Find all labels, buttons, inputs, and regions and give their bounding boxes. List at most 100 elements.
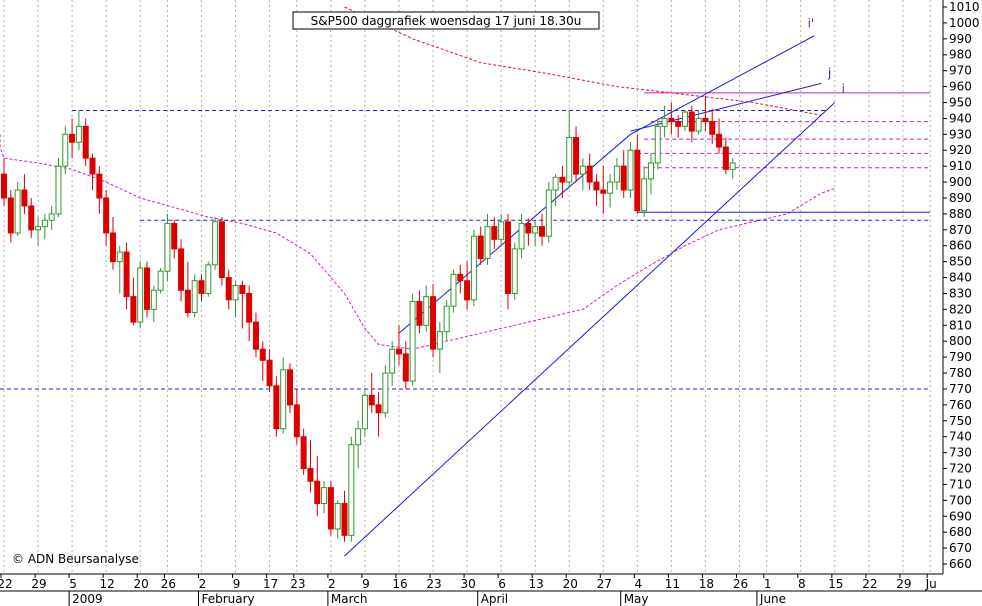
candle-body	[375, 404, 382, 414]
candle-body	[82, 125, 89, 159]
y-tick-label: 760	[949, 398, 972, 412]
candle-body	[661, 117, 668, 127]
candle-body	[552, 176, 559, 191]
candle-body	[218, 221, 225, 279]
candle-body	[75, 125, 82, 143]
y-tick-label: 840	[949, 271, 972, 285]
candle-body	[729, 162, 736, 170]
candle-body	[573, 136, 580, 175]
candle-body	[702, 117, 709, 123]
y-tick-label: 670	[949, 541, 972, 555]
y-tick-label: 660	[949, 557, 972, 571]
candle-body	[477, 235, 484, 259]
candle-body	[239, 285, 246, 294]
candle-body	[586, 165, 593, 183]
candle-body	[184, 289, 191, 314]
candle-body	[498, 221, 505, 240]
y-tick-label: 730	[949, 446, 972, 460]
y-tick-label: 930	[949, 127, 972, 141]
candle-body	[171, 222, 178, 250]
candle-body	[225, 277, 232, 301]
y-tick-label: 920	[949, 143, 972, 157]
y-tick-label: 680	[949, 525, 972, 539]
candle-body	[641, 178, 648, 212]
y-tick-label: 740	[949, 430, 972, 444]
candle-body	[287, 369, 294, 406]
month-label: April	[481, 592, 508, 606]
candle-body	[402, 353, 409, 382]
y-tick-label: 950	[949, 95, 972, 109]
chart-title: S&P500 daggrafiek woensdag 17 juni 18.30…	[311, 14, 582, 28]
y-tick-label: 980	[949, 48, 972, 62]
credit-text: © ADN Beursanalyse	[12, 552, 139, 566]
x-tick-label: 22	[862, 577, 877, 591]
month-label: June	[759, 592, 786, 606]
candle-body	[266, 359, 273, 387]
y-tick-label: 700	[949, 493, 972, 507]
y-tick-label: 970	[949, 64, 972, 78]
y-tick-label: 940	[949, 111, 972, 125]
y-tick-label: 780	[949, 366, 972, 380]
x-tick-label: 18	[699, 577, 714, 591]
x-tick-label: 23	[426, 577, 441, 591]
wave-annotation: i	[842, 82, 845, 96]
candle-body	[395, 348, 402, 355]
x-tick-label: 13	[529, 577, 544, 591]
candle-body	[600, 189, 607, 194]
candle-body	[293, 404, 300, 438]
candle-body	[525, 222, 532, 234]
candle-body	[504, 221, 511, 294]
candle-body	[55, 165, 62, 215]
candle-body	[116, 251, 123, 263]
y-tick-label: 870	[949, 223, 972, 237]
y-tick-label: 1010	[949, 0, 980, 14]
y-tick-label: 890	[949, 191, 972, 205]
candle-body	[682, 111, 688, 127]
candle-body	[532, 226, 539, 234]
x-tick-labels: 22 29 5 12 20 26 2 9 17 23 2 9 16 23 30 6 13 20 27 4 11 18 26 1…	[0, 577, 937, 606]
candle-body	[137, 267, 144, 323]
x-tick-label: 26	[733, 577, 748, 591]
candle-body	[647, 162, 654, 180]
candle-body	[430, 296, 437, 350]
candle-body	[457, 273, 464, 282]
trendline	[630, 35, 815, 135]
y-tick-label: 880	[949, 207, 972, 221]
candle-body	[654, 125, 661, 164]
x-tick-label: 8	[798, 577, 806, 591]
candle-body	[280, 369, 287, 430]
y-tick-label: 1000	[949, 16, 980, 30]
candle-body	[518, 222, 525, 250]
x-tick-label: 20	[563, 577, 578, 591]
candle-body	[21, 189, 28, 207]
y-tick-label: 820	[949, 302, 972, 316]
candle-body	[103, 197, 110, 234]
candle-body	[627, 149, 634, 191]
month-label: May	[624, 592, 649, 606]
y-tick-label: 750	[949, 414, 972, 428]
x-tick-label: 12	[100, 577, 115, 591]
x-tick-label: 16	[392, 577, 407, 591]
candle-body	[1, 173, 7, 199]
candle-body	[695, 117, 702, 132]
candle-body	[150, 289, 157, 310]
y-tick-label: 910	[949, 159, 972, 173]
candle-body	[722, 146, 729, 170]
x-tick-label: 6	[498, 577, 506, 591]
candle-body	[355, 428, 362, 446]
candle-body	[14, 189, 21, 234]
trendline	[344, 102, 836, 557]
x-tick-label: 17	[263, 577, 278, 591]
x-tick-label: 1	[764, 577, 772, 591]
x-tick-label: 5	[69, 577, 77, 591]
candle-body	[675, 121, 682, 127]
candle-body	[491, 226, 498, 240]
candle-body	[688, 111, 695, 132]
wave-annotation: i'	[808, 17, 815, 31]
candle-body	[212, 221, 219, 266]
candle-body	[484, 226, 491, 259]
candle-body	[634, 149, 641, 212]
